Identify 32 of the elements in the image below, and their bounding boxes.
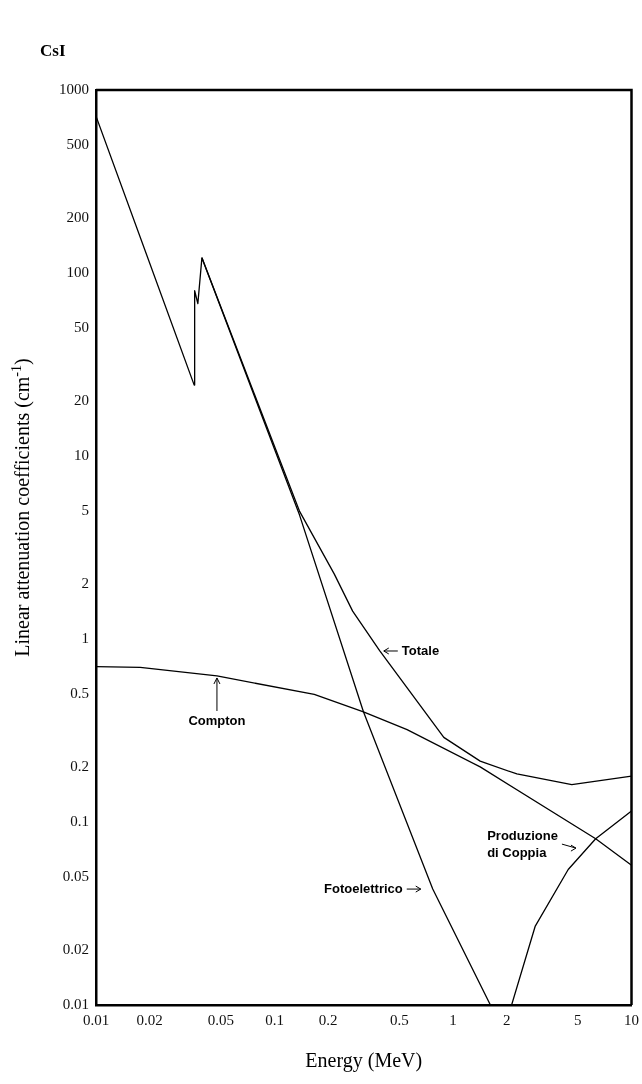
y-tick-label: 5 <box>81 502 89 519</box>
annotation: Fotoelettrico <box>324 880 403 896</box>
x-axis-title: Energy (MeV) <box>305 1049 423 1073</box>
y-tick-label: 1 <box>81 629 89 646</box>
x-tick-label: 0.2 <box>318 1011 338 1028</box>
x-tick-label: 5 <box>574 1011 582 1028</box>
y-tick-label: 20 <box>74 391 89 408</box>
x-tick-label: 0.5 <box>389 1011 409 1028</box>
x-tick-label: 0.1 <box>265 1011 284 1028</box>
x-tick-label: 2 <box>502 1011 511 1028</box>
y-tick-label: 200 <box>66 208 89 225</box>
chart-title: CsI <box>40 41 66 61</box>
annotation: Totale <box>401 642 440 658</box>
y-tick-label: 10 <box>74 446 89 463</box>
y-tick-label: 1000 <box>59 80 89 97</box>
y-tick-label: 0.02 <box>62 940 89 957</box>
y-tick-label: 0.05 <box>62 868 89 885</box>
y-tick-label: 50 <box>74 319 89 336</box>
annotation: Compton <box>188 712 246 728</box>
y-tick-label: 100 <box>66 263 89 280</box>
y-tick-label: 0.2 <box>70 757 89 774</box>
x-tick-label: 1 <box>449 1011 457 1028</box>
y-tick-label: 2 <box>81 574 89 591</box>
y-tick-label: 0.1 <box>70 812 89 829</box>
x-tick-label: 0.05 <box>207 1011 234 1028</box>
y-axis-title: Linear attenuation coefficients (cm-1) <box>8 358 35 657</box>
y-tick-label: 0.01 <box>62 995 89 1012</box>
y-tick-label: 0.5 <box>70 685 89 702</box>
x-tick-label: 0.02 <box>136 1011 163 1028</box>
y-tick-label: 500 <box>66 136 89 153</box>
annotation: Produzione di Coppia <box>487 827 558 860</box>
x-tick-label: 10 <box>624 1011 639 1028</box>
